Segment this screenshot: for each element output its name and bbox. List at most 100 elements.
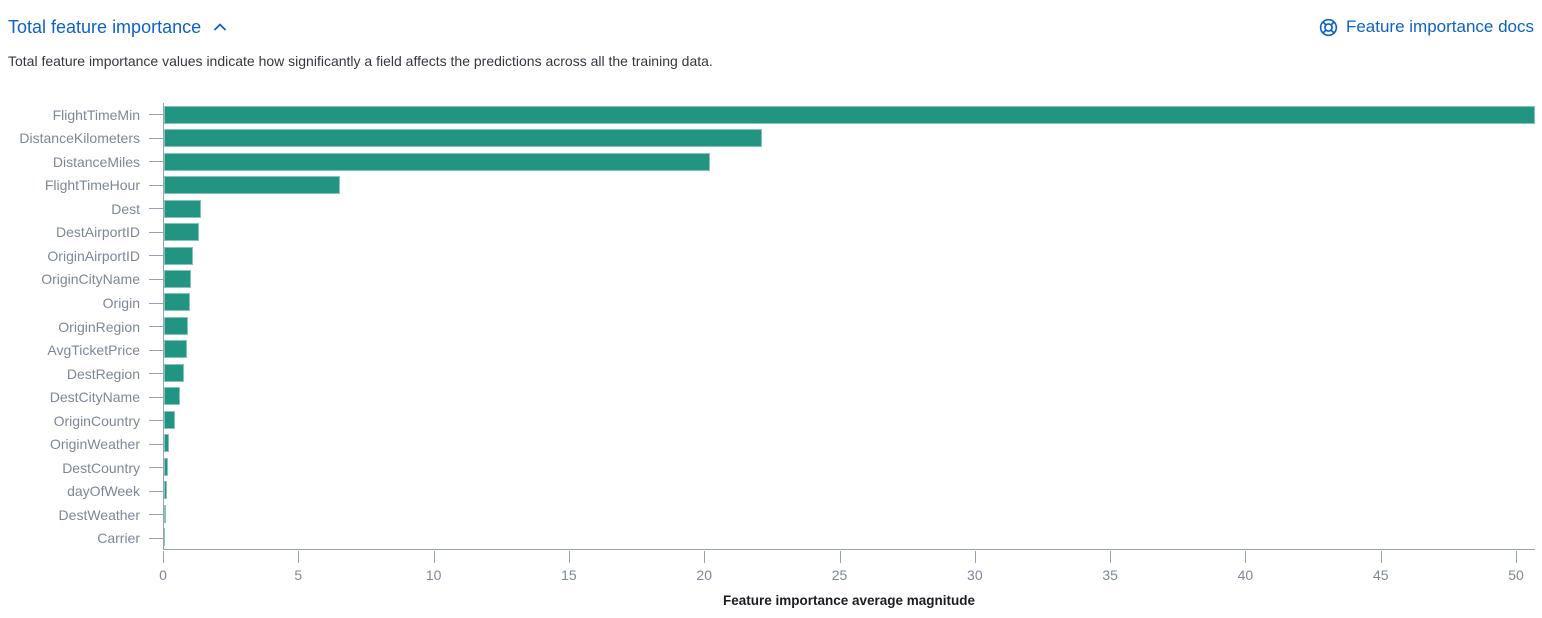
- x-axis-tick-label: 25: [831, 567, 848, 583]
- y-axis-label: Carrier: [97, 530, 140, 547]
- bar-row: [164, 455, 1535, 478]
- section-toggle-total-feature-importance[interactable]: Total feature importance: [8, 17, 228, 38]
- y-axis-label: DestCountry: [62, 459, 140, 476]
- y-axis-tick-mark: [149, 231, 163, 233]
- bar[interactable]: [164, 316, 189, 335]
- bar[interactable]: [164, 434, 170, 453]
- bar[interactable]: [164, 129, 762, 148]
- y-axis-ticks: [140, 103, 163, 550]
- y-axis-label: OriginAirportID: [47, 247, 140, 264]
- y-axis-label: OriginRegion: [58, 318, 140, 335]
- section-title: Total feature importance: [8, 16, 202, 37]
- y-tick-row: [140, 244, 163, 268]
- bar[interactable]: [164, 481, 168, 500]
- y-tick-row: [140, 362, 163, 386]
- y-axis-tick-mark: [149, 537, 163, 539]
- bar[interactable]: [164, 457, 169, 476]
- bar-row: [164, 173, 1535, 196]
- bar[interactable]: [164, 410, 176, 429]
- bar-row: [164, 244, 1535, 267]
- x-axis-tick-labels: 0 5 10 15 20 25 30 35 40 45 50: [159, 567, 1535, 585]
- feature-importance-bar-chart: FlightTimeMin DistanceKilometers DistanceM…: [0, 103, 1542, 618]
- y-tick-row: [140, 268, 163, 292]
- x-axis-tick-label: 50: [1508, 567, 1524, 583]
- bar-row: [164, 479, 1535, 502]
- y-tick-row: [140, 127, 163, 151]
- x-axis-tick-mark: [974, 551, 976, 563]
- x-axis-tick-label: 10: [425, 567, 442, 583]
- y-tick-row: [140, 456, 163, 480]
- bar-row: [164, 267, 1535, 290]
- y-tick-row: [140, 291, 163, 315]
- x-axis-title: Feature importance average magnitude: [722, 593, 976, 608]
- bar[interactable]: [164, 199, 201, 218]
- bar[interactable]: [164, 105, 1535, 124]
- y-axis-label: DistanceMiles: [52, 153, 140, 170]
- y-axis-tick-mark: [149, 184, 163, 186]
- y-axis-tick-mark: [149, 326, 163, 328]
- bar[interactable]: [164, 152, 711, 171]
- x-axis-tick-mark: [298, 551, 300, 563]
- section-description: Total feature importance values indicate…: [8, 53, 713, 69]
- x-axis-tick-mark: [1110, 551, 1112, 563]
- bar[interactable]: [164, 293, 191, 312]
- y-tick-row: [140, 432, 163, 456]
- y-axis-label: OriginCountry: [53, 412, 140, 429]
- x-axis-tick-label: 20: [696, 567, 713, 583]
- bar[interactable]: [164, 528, 165, 547]
- help-lifebuoy-icon: [1319, 18, 1338, 37]
- x-axis-tick-label: 40: [1237, 567, 1254, 583]
- y-axis-tick-mark: [149, 490, 163, 492]
- bar[interactable]: [164, 223, 200, 242]
- y-axis-tick-mark: [149, 373, 163, 375]
- bar[interactable]: [164, 387, 180, 406]
- y-axis-tick-mark: [149, 137, 163, 139]
- x-axis-tick-mark: [163, 551, 164, 563]
- y-axis-tick-mark: [149, 514, 163, 516]
- y-axis-tick-mark: [149, 208, 163, 210]
- bar-row: [164, 150, 1535, 173]
- bar[interactable]: [164, 504, 167, 523]
- y-axis-label: dayOfWeek: [67, 483, 140, 500]
- y-axis-label: DestAirportID: [55, 224, 140, 241]
- y-tick-row: [140, 480, 163, 504]
- bar-row: [164, 338, 1535, 361]
- y-axis-label: DestRegion: [66, 365, 140, 382]
- bar-row: [164, 408, 1535, 431]
- x-axis-tick-label: 0: [159, 567, 167, 583]
- bar[interactable]: [164, 363, 185, 382]
- y-axis-tick-mark: [149, 467, 163, 469]
- bar-row: [164, 314, 1535, 337]
- y-tick-row: [140, 527, 163, 551]
- bar-row: [164, 385, 1535, 408]
- feature-importance-docs-link[interactable]: Feature importance docs: [1319, 17, 1534, 37]
- bar-row: [164, 361, 1535, 384]
- bar[interactable]: [164, 176, 340, 195]
- y-tick-row: [140, 385, 163, 409]
- bar[interactable]: [164, 340, 187, 359]
- x-axis-tick-mark: [1380, 551, 1382, 563]
- bar-row: [164, 291, 1535, 314]
- y-axis-label: OriginCityName: [41, 271, 140, 288]
- x-axis-tick-label: 5: [294, 567, 303, 583]
- plot-area: [163, 103, 1535, 550]
- bar-row: [164, 220, 1535, 243]
- y-tick-row: [140, 150, 163, 174]
- y-tick-row: [140, 197, 163, 221]
- y-axis-tick-mark: [149, 255, 163, 257]
- y-tick-row: [140, 315, 163, 339]
- y-axis-tick-mark: [149, 161, 163, 163]
- y-axis-tick-mark: [149, 302, 163, 304]
- x-axis-tick-label: 15: [561, 567, 577, 583]
- x-axis-tick-label: 30: [967, 567, 983, 583]
- x-axis-tick-mark: [1516, 551, 1518, 563]
- y-axis-tick-mark: [149, 349, 163, 351]
- y-tick-row: [140, 221, 163, 245]
- x-axis-tick-mark: [568, 551, 570, 563]
- y-axis-tick-mark: [149, 443, 163, 445]
- y-axis-label: DestCityName: [49, 389, 140, 406]
- bar[interactable]: [164, 246, 194, 265]
- bar[interactable]: [164, 270, 191, 289]
- y-axis-label: AvgTicketPrice: [47, 342, 140, 359]
- panel-header: Total feature importance Feature importa…: [8, 12, 1534, 42]
